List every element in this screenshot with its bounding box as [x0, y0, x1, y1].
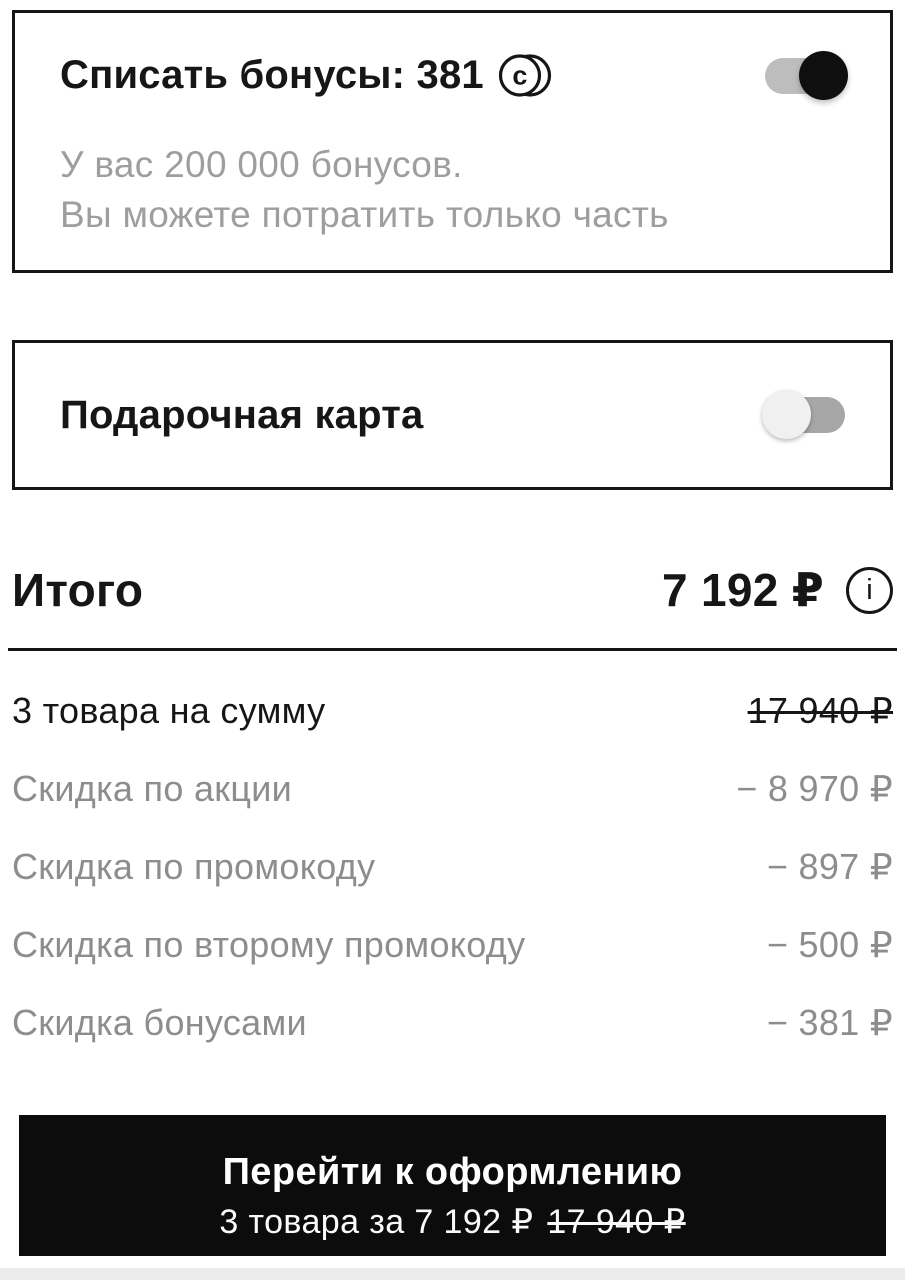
coin-icon: c [498, 54, 551, 97]
bottom-edge-strip [0, 1268, 905, 1280]
breakdown-label: Скидка по промокоду [12, 846, 376, 887]
breakdown-row-promo-discount: Скидка по акции − 8 970 ₽ [12, 770, 893, 807]
breakdown-value: − 500 ₽ [766, 924, 893, 965]
breakdown-label: Скидка по второму промокоду [12, 924, 526, 965]
bonus-title-label: Списать бонусы: 381 [60, 53, 484, 97]
checkout-button-title: Перейти к оформлению [222, 1150, 683, 1193]
gift-card: Подарочная карта [12, 340, 893, 490]
gift-card-toggle-knob [762, 390, 811, 439]
bonus-title: Списать бонусы: 381 c [60, 51, 552, 100]
checkout-button-subtitle: 3 товара за 7 192 ₽ 17 940 ₽ [19, 1201, 886, 1243]
info-icon[interactable]: i [846, 566, 893, 614]
breakdown-label: 3 товара на сумму [12, 690, 326, 731]
svg-text:c: c [512, 61, 527, 91]
bonus-card: Списать бонусы: 381 c У вас 200 000 бону… [12, 10, 893, 273]
bonus-subtitle: У вас 200 000 бонусов. Вы можете потрати… [60, 140, 845, 240]
bonus-subtitle-line2: Вы можете потратить только часть [60, 194, 669, 235]
breakdown-row-bonus-discount: Скидка бонусами − 381 ₽ [12, 1004, 893, 1041]
total-value-group: 7 192 ₽ i [662, 563, 893, 617]
checkout-subtitle-old-price: 17 940 ₽ [547, 1202, 686, 1241]
price-breakdown: 3 товара на сумму 17 940 ₽ Скидка по акц… [12, 692, 893, 1041]
bonus-title-row: Списать бонусы: 381 c [60, 13, 848, 100]
total-value: 7 192 ₽ [662, 564, 824, 616]
breakdown-value: − 897 ₽ [766, 846, 893, 887]
breakdown-row-second-promocode-discount: Скидка по второму промокоду − 500 ₽ [12, 926, 893, 963]
breakdown-label: Скидка по акции [12, 768, 293, 809]
breakdown-value-strikethrough: 17 940 ₽ [747, 690, 893, 731]
gift-card-title: Подарочная карта [60, 392, 424, 437]
bonus-subtitle-line1: У вас 200 000 бонусов. [60, 144, 463, 185]
checkout-subtitle-current-price: 3 товара за 7 192 ₽ [219, 1202, 534, 1241]
total-label: Итого [12, 564, 144, 616]
bonus-toggle[interactable] [765, 50, 848, 100]
info-icon-glyph: i [866, 573, 873, 606]
total-row: Итого 7 192 ₽ i [12, 563, 893, 617]
total-divider [8, 648, 897, 651]
checkout-button[interactable]: Перейти к оформлению 3 товара за 7 192 ₽… [19, 1115, 886, 1256]
breakdown-label: Скидка бонусами [12, 1002, 307, 1043]
breakdown-row-promocode-discount: Скидка по промокоду − 897 ₽ [12, 848, 893, 885]
bonus-toggle-knob [799, 50, 848, 100]
gift-card-toggle[interactable] [762, 390, 845, 439]
breakdown-value: − 8 970 ₽ [736, 768, 893, 809]
breakdown-value: − 381 ₽ [766, 1002, 893, 1043]
breakdown-row-items-sum: 3 товара на сумму 17 940 ₽ [12, 692, 893, 729]
